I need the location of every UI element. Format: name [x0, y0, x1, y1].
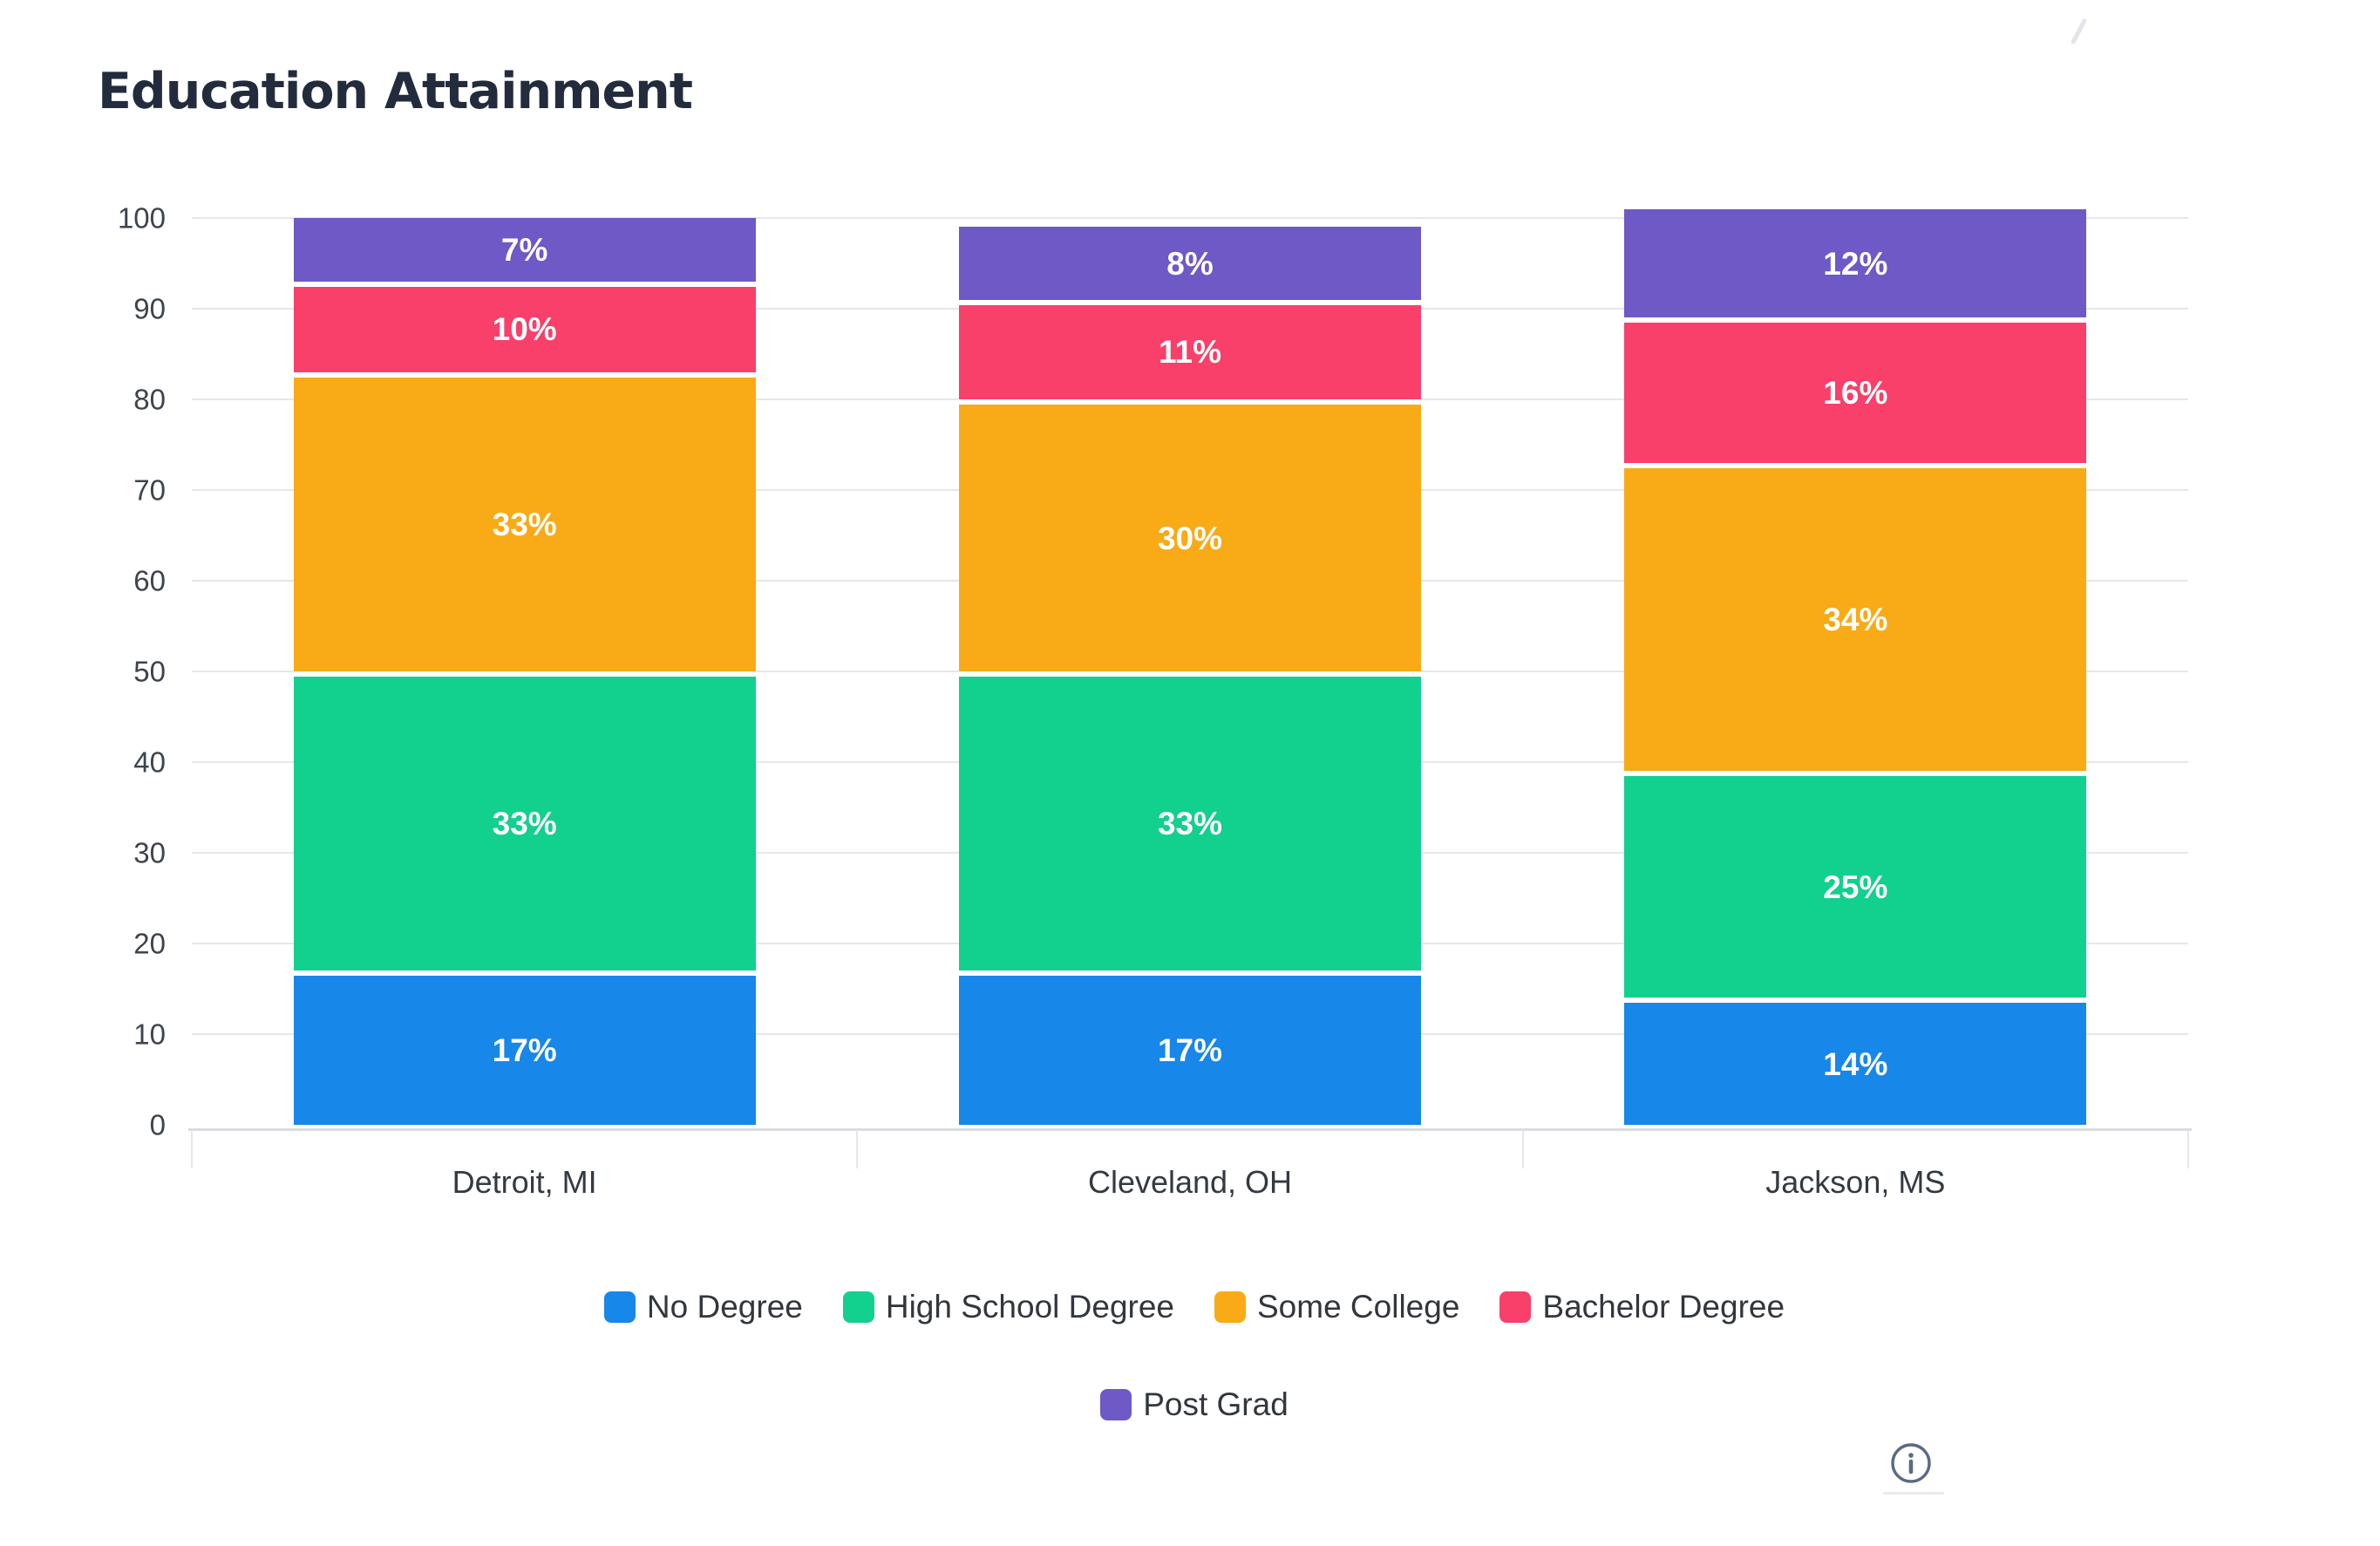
gridline — [192, 217, 2188, 219]
bar-value-label: 14% — [1823, 1045, 1888, 1082]
info-icon[interactable] — [1888, 1440, 1934, 1486]
legend-label: High School Degree — [885, 1289, 1174, 1325]
bar-value-label: 11% — [1158, 334, 1221, 371]
legend-item-post-grad[interactable]: Post Grad — [1100, 1388, 1289, 1420]
x-axis-tick — [191, 1130, 193, 1168]
x-axis-tick — [856, 1130, 859, 1168]
bar-segment-detroit-mi-bachelor-degree[interactable]: 10% — [293, 281, 756, 372]
legend-swatch-high-school-degree — [842, 1291, 874, 1323]
bar-cleveland-oh: 17% 33% 30% 11% 8% — [959, 227, 1421, 1125]
bar-detroit-mi: 17% 33% 33% 10% 7% — [293, 218, 756, 1125]
stray-mark — [2070, 17, 2088, 45]
bar-segment-cleveland-oh-some-college[interactable]: 30% — [959, 399, 1421, 672]
legend-item-no-degree[interactable]: No Degree — [603, 1289, 803, 1325]
bar-value-label: 34% — [1823, 602, 1888, 638]
x-axis-tick — [2187, 1130, 2189, 1168]
plot-area: 17% 33% 33% 10% 7% 17% 33% 30% 11% 8% 14% 25% 34% 16%… — [192, 208, 2188, 1125]
bar-value-label: 10% — [492, 311, 557, 348]
legend-row-1: No Degree High School Degree Some College B… — [192, 1291, 2197, 1323]
bar-segment-jackson-ms-some-college[interactable]: 34% — [1624, 462, 2087, 772]
bar-segment-detroit-mi-high-school-degree[interactable]: 33% — [293, 671, 756, 971]
y-tick-label: 10 — [133, 1018, 166, 1051]
legend-item-high-school-degree[interactable]: High School Degree — [842, 1289, 1174, 1325]
bar-segment-cleveland-oh-post-grad[interactable]: 8% — [959, 227, 1421, 300]
bar-value-label: 12% — [1823, 245, 1888, 282]
info-circle-icon — [1891, 1443, 1931, 1483]
x-axis-label-jackson-ms: Jackson, MS — [1765, 1164, 1946, 1200]
x-axis-tick — [1521, 1130, 1524, 1168]
y-tick-label: 100 — [117, 201, 166, 235]
bar-segment-cleveland-oh-high-school-degree[interactable]: 33% — [959, 671, 1421, 971]
y-tick-label: 60 — [133, 564, 166, 597]
legend-label: Some College — [1257, 1289, 1460, 1325]
legend-swatch-some-college — [1214, 1291, 1246, 1323]
legend-label: Post Grad — [1143, 1386, 1289, 1422]
legend-item-bachelor-degree[interactable]: Bachelor Degree — [1499, 1291, 1785, 1323]
legend-swatch-post-grad — [1100, 1388, 1132, 1420]
y-tick-label: 50 — [133, 655, 166, 688]
bar-value-label: 8% — [1166, 245, 1214, 282]
legend-label: No Degree — [646, 1289, 803, 1325]
bar-value-label: 33% — [492, 506, 557, 542]
bar-value-label: 17% — [1157, 1032, 1223, 1069]
bar-value-label: 30% — [1157, 520, 1223, 556]
x-axis-line — [188, 1128, 2192, 1131]
bar-segment-detroit-mi-post-grad[interactable]: 7% — [293, 218, 756, 282]
legend-label: Bachelor Degree — [1542, 1289, 1785, 1325]
bar-value-label: 33% — [492, 806, 557, 842]
bar-segment-detroit-mi-no-degree[interactable]: 17% — [293, 971, 756, 1125]
bar-segment-detroit-mi-some-college[interactable]: 33% — [293, 371, 756, 672]
legend-item-some-college[interactable]: Some College — [1214, 1291, 1459, 1323]
y-tick-label: 30 — [133, 836, 166, 869]
bar-value-label: 17% — [492, 1032, 557, 1069]
bar-value-label: 7% — [500, 231, 548, 268]
x-axis-labels: Detroit, MI Cleveland, OH Jackson, MS — [0, 1167, 2380, 1210]
x-axis-label-cleveland-oh: Cleveland, OH — [1087, 1164, 1293, 1200]
bar-segment-jackson-ms-high-school-degree[interactable]: 25% — [1624, 771, 2087, 998]
y-tick-label: 0 — [149, 1108, 166, 1141]
info-underline — [1883, 1492, 1944, 1495]
legend-row-2: Post Grad — [192, 1388, 2197, 1420]
bar-segment-jackson-ms-bachelor-degree[interactable]: 16% — [1624, 317, 2087, 463]
bar-segment-jackson-ms-post-grad[interactable]: 12% — [1624, 208, 2087, 318]
y-tick-label: 90 — [133, 292, 166, 325]
bar-segment-cleveland-oh-bachelor-degree[interactable]: 11% — [959, 299, 1421, 400]
y-tick-label: 70 — [133, 473, 166, 507]
y-tick-label: 40 — [133, 746, 166, 779]
legend-swatch-bachelor-degree — [1499, 1291, 1532, 1323]
y-axis-labels: 0 10 20 30 40 50 60 70 80 90 100 — [0, 204, 166, 1140]
bar-jackson-ms: 14% 25% 34% 16% 12% — [1624, 208, 2087, 1125]
bar-value-label: 25% — [1823, 868, 1888, 905]
x-axis-label-detroit-mi: Detroit, MI — [452, 1164, 597, 1200]
bar-segment-cleveland-oh-no-degree[interactable]: 17% — [959, 971, 1421, 1125]
bar-value-label: 16% — [1823, 375, 1888, 412]
chart-title: Education Attainment — [98, 63, 693, 120]
bar-segment-jackson-ms-no-degree[interactable]: 14% — [1624, 998, 2087, 1125]
y-tick-label: 80 — [133, 383, 166, 416]
y-tick-label: 20 — [133, 927, 166, 960]
bar-value-label: 33% — [1157, 806, 1223, 842]
legend-swatch-no-degree — [603, 1291, 636, 1323]
